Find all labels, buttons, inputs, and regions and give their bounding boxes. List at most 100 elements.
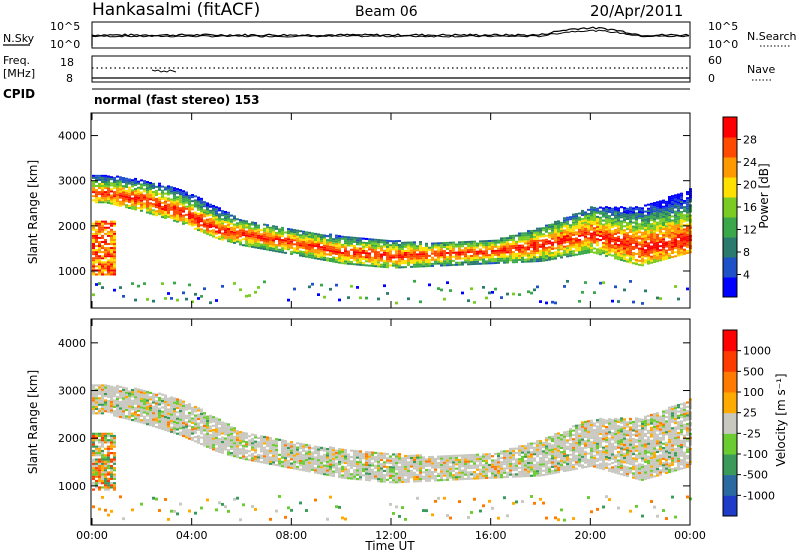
data-cell — [653, 254, 656, 257]
data-cell — [164, 394, 167, 397]
data-cell — [335, 453, 338, 457]
data-cell — [542, 247, 545, 250]
data-cell — [116, 204, 119, 207]
data-cell — [524, 238, 527, 241]
data-cell — [122, 388, 125, 391]
data-cell — [305, 452, 308, 455]
data-cell — [428, 262, 431, 266]
data-cell — [620, 240, 623, 243]
data-cell — [557, 252, 560, 255]
data-cell — [659, 224, 662, 227]
data-cell — [338, 473, 341, 476]
data-cell — [464, 249, 467, 252]
data-cell — [260, 439, 263, 442]
data-cell — [194, 420, 197, 424]
data-cell — [233, 497, 236, 501]
data-cell — [104, 407, 107, 411]
data-cell — [206, 445, 209, 448]
data-cell — [647, 213, 650, 216]
colorbar-tick-label: 16 — [743, 201, 757, 214]
data-cell — [218, 433, 221, 436]
data-cell — [182, 192, 185, 195]
data-cell — [404, 474, 407, 477]
data-cell — [146, 211, 149, 214]
data-cell — [572, 217, 575, 220]
data-cell — [569, 230, 572, 233]
data-cell — [659, 249, 662, 252]
data-cell — [344, 256, 347, 259]
data-cell — [629, 206, 632, 209]
data-cell — [251, 505, 254, 508]
data-cell — [143, 407, 146, 410]
data-cell — [350, 449, 353, 452]
data-cell — [317, 465, 320, 468]
data-cell — [350, 260, 353, 263]
data-cell — [560, 254, 563, 257]
data-cell — [179, 431, 182, 434]
data-cell — [92, 228, 95, 231]
data-cell — [467, 477, 470, 480]
data-cell — [140, 209, 143, 212]
data-cell — [674, 230, 677, 233]
data-cell — [665, 202, 668, 205]
data-cell — [344, 258, 347, 261]
data-cell — [599, 251, 602, 254]
data-cell — [284, 231, 287, 234]
data-cell — [464, 241, 467, 244]
data-cell — [230, 432, 233, 435]
data-cell — [638, 227, 641, 230]
data-cell — [362, 467, 365, 471]
data-cell — [203, 429, 206, 432]
data-cell — [239, 441, 242, 444]
data-cell — [197, 204, 200, 207]
data-cell — [470, 477, 473, 480]
data-cell — [557, 248, 560, 251]
data-cell — [248, 454, 251, 457]
data-cell — [197, 227, 200, 230]
data-cell — [272, 456, 275, 460]
data-cell — [272, 454, 275, 457]
data-cell — [182, 422, 185, 425]
data-cell — [653, 244, 656, 247]
data-cell — [572, 254, 575, 257]
data-cell — [122, 294, 125, 298]
data-cell — [686, 193, 689, 196]
data-cell — [206, 430, 209, 433]
data-cell — [368, 248, 371, 251]
data-cell — [422, 253, 425, 256]
data-cell — [125, 185, 128, 188]
data-cell — [188, 198, 191, 201]
data-cell — [119, 403, 122, 406]
data-cell — [326, 257, 329, 260]
data-cell — [665, 219, 668, 222]
data-cell — [200, 425, 203, 428]
data-cell — [662, 221, 665, 224]
data-cell — [608, 231, 611, 234]
data-cell — [206, 428, 209, 431]
data-cell — [461, 454, 464, 457]
data-cell — [533, 231, 536, 234]
data-cell — [170, 206, 173, 209]
data-cell — [404, 472, 407, 475]
data-cell — [419, 471, 422, 474]
data-cell — [470, 240, 473, 243]
data-cell — [200, 295, 203, 298]
data-cell — [128, 401, 131, 404]
data-cell — [170, 200, 173, 203]
data-cell — [497, 259, 500, 262]
data-cell — [146, 209, 149, 212]
data-cell — [602, 235, 605, 238]
data-cell — [191, 411, 194, 414]
data-cell — [173, 199, 176, 202]
data-cell — [449, 516, 452, 520]
data-cell — [380, 245, 383, 248]
data-cell — [320, 252, 323, 255]
data-cell — [152, 299, 155, 303]
data-cell — [236, 226, 239, 229]
data-cell — [158, 182, 161, 185]
data-cell — [317, 469, 320, 472]
data-cell — [95, 236, 98, 239]
data-cell — [317, 233, 320, 236]
data-cell — [374, 460, 377, 463]
data-cell — [572, 231, 575, 234]
